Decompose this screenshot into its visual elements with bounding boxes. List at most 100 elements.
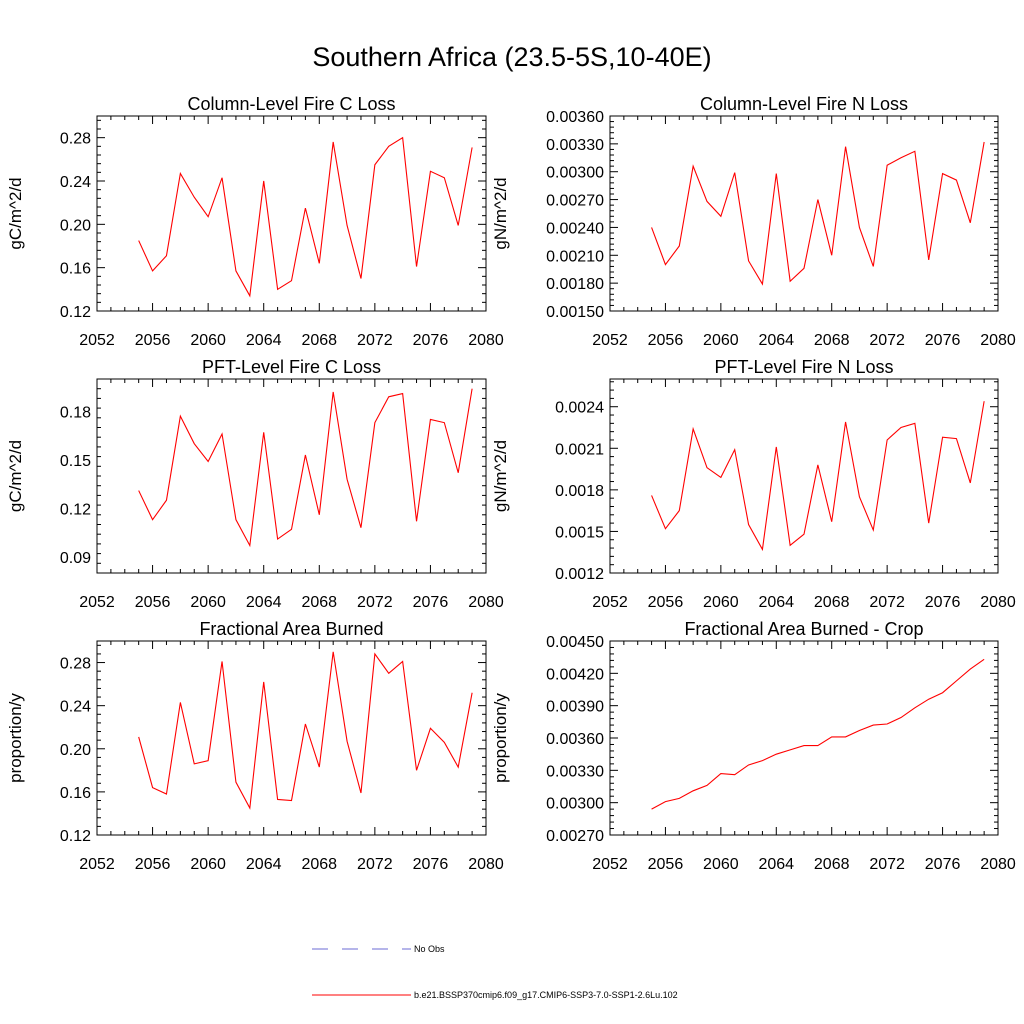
- panel-area-burned-crop: Fractional Area Burned - Crop proportion/…: [491, 619, 1016, 873]
- y-axis-label: gC/m^2/d: [6, 177, 25, 249]
- x-tick-label: 2052: [592, 594, 628, 611]
- legend-label-model-run: b.e21.BSSP370cmip6.f09_g17.CMIP6-SSP3-7.…: [414, 990, 678, 1000]
- plot-frame: [609, 640, 999, 836]
- y-tick-label: 0.00450: [546, 634, 604, 651]
- x-tick-label: 2068: [814, 332, 850, 349]
- x-tick-label: 2064: [246, 332, 282, 349]
- x-tick-label: 2072: [357, 594, 393, 611]
- x-tick-label: 2068: [301, 594, 337, 611]
- y-tick-label: 0.00150: [546, 304, 604, 321]
- panel-title: PFT-Level Fire C Loss: [202, 357, 381, 377]
- x-tick-label: 2068: [301, 332, 337, 349]
- x-tick-label: 2060: [703, 332, 739, 349]
- x-tick-label: 2052: [79, 594, 115, 611]
- x-tick-label: 2064: [246, 594, 282, 611]
- series-line: [651, 141, 985, 286]
- y-tick-label: 0.0021: [555, 441, 604, 458]
- y-axis-label: gC/m^2/d: [6, 440, 25, 512]
- y-tick-label: 0.12: [60, 304, 91, 321]
- plot-frame: [609, 378, 999, 574]
- panel-title: Column-Level Fire N Loss: [700, 94, 908, 114]
- y-axis-label: proportion/y: [491, 693, 510, 783]
- x-tick-label: 2052: [79, 332, 115, 349]
- y-tick-label: 0.00330: [546, 137, 604, 154]
- panel-pft-fire-n: PFT-Level Fire N Loss gN/m^2/d 2052 2056 206…: [491, 357, 1016, 611]
- x-tick-label: 2052: [592, 856, 628, 873]
- x-tick-label: 2064: [758, 856, 794, 873]
- y-tick-label: 0.12: [60, 501, 91, 518]
- y-tick-label: 0.0012: [555, 566, 604, 583]
- x-tick-label: 2080: [980, 594, 1016, 611]
- panel-title: Column-Level Fire C Loss: [187, 94, 395, 114]
- x-tick-label: 2076: [925, 856, 961, 873]
- series-line: [138, 388, 473, 548]
- panel-pft-fire-c: PFT-Level Fire C Loss gC/m^2/d 2052 2056 206…: [6, 357, 504, 611]
- series-line: [651, 658, 985, 810]
- panel-col-fire-n: Column-Level Fire N Loss gN/m^2/d 2052 2056…: [491, 94, 1016, 349]
- x-tick-label: 2056: [648, 856, 684, 873]
- x-tick-label: 2080: [980, 332, 1016, 349]
- y-tick-label: 0.00270: [546, 828, 604, 845]
- y-tick-label: 0.20: [60, 742, 91, 759]
- x-tick-label: 2080: [468, 594, 504, 611]
- x-tick-label: 2068: [301, 856, 337, 873]
- x-tick-label: 2060: [190, 594, 226, 611]
- y-tick-label: 0.28: [60, 131, 91, 148]
- x-tick-label: 2072: [869, 856, 905, 873]
- y-tick-label: 0.16: [60, 261, 91, 278]
- legend: No Obs b.e21.BSSP370cmip6.f09_g17.CMIP6-…: [312, 944, 678, 1000]
- y-tick-label: 0.00360: [546, 731, 604, 748]
- x-tick-label: 2060: [190, 332, 226, 349]
- x-tick-label: 2072: [357, 856, 393, 873]
- y-tick-label: 0.28: [60, 656, 91, 673]
- x-tick-label: 2080: [468, 332, 504, 349]
- x-tick-label: 2060: [703, 856, 739, 873]
- y-tick-label: 0.09: [60, 550, 91, 567]
- y-tick-label: 0.0024: [555, 400, 604, 417]
- series-line: [138, 136, 473, 298]
- y-tick-label: 0.20: [60, 217, 91, 234]
- y-tick-label: 0.00180: [546, 276, 604, 293]
- x-tick-label: 2068: [814, 856, 850, 873]
- y-axis-label: gN/m^2/d: [491, 440, 510, 512]
- y-tick-label: 0.00210: [546, 248, 604, 265]
- x-tick-label: 2064: [758, 332, 794, 349]
- y-tick-label: 0.00270: [546, 193, 604, 210]
- x-tick-label: 2080: [468, 856, 504, 873]
- y-tick-label: 0.0018: [555, 483, 604, 500]
- x-tick-label: 2076: [925, 594, 961, 611]
- y-tick-label: 0.00420: [546, 666, 604, 683]
- x-tick-label: 2060: [190, 856, 226, 873]
- x-tick-label: 2056: [648, 594, 684, 611]
- y-tick-label: 0.16: [60, 785, 91, 802]
- y-tick-label: 0.00300: [546, 796, 604, 813]
- panel-area-burned: Fractional Area Burned proportion/y 2052 20…: [6, 619, 504, 873]
- legend-label-no-obs: No Obs: [414, 944, 445, 954]
- y-tick-label: 0.24: [60, 174, 91, 191]
- y-tick-label: 0.00300: [546, 165, 604, 182]
- plot-frame: [96, 115, 487, 312]
- y-tick-label: 0.0015: [555, 524, 604, 541]
- y-tick-label: 0.00240: [546, 220, 604, 237]
- y-tick-label: 0.18: [60, 404, 91, 421]
- series-line: [138, 651, 473, 810]
- plot-frame: [609, 115, 999, 312]
- panel-title: Fractional Area Burned - Crop: [684, 619, 923, 639]
- x-tick-label: 2064: [758, 594, 794, 611]
- x-tick-label: 2056: [648, 332, 684, 349]
- panel-title: Fractional Area Burned: [199, 619, 383, 639]
- panel-col-fire-c: Column-Level Fire C Loss gC/m^2/d 2052 2056…: [6, 94, 504, 349]
- x-tick-label: 2080: [980, 856, 1016, 873]
- x-tick-label: 2076: [413, 594, 449, 611]
- y-axis-label: proportion/y: [6, 693, 25, 783]
- x-tick-label: 2064: [246, 856, 282, 873]
- x-tick-label: 2052: [79, 856, 115, 873]
- series-line: [651, 401, 985, 552]
- x-tick-label: 2076: [413, 856, 449, 873]
- y-tick-label: 0.00330: [546, 763, 604, 780]
- y-tick-label: 0.00390: [546, 699, 604, 716]
- y-tick-label: 0.15: [60, 453, 91, 470]
- x-tick-label: 2076: [413, 332, 449, 349]
- plot-frame: [96, 378, 487, 574]
- y-axis-label: gN/m^2/d: [491, 177, 510, 249]
